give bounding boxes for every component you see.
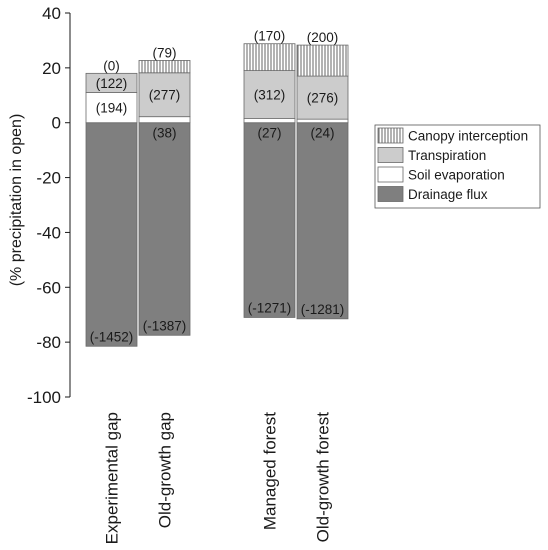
category-label: Experimental gap [103,412,122,544]
y-axis-title: (% precipitation in open) [8,114,25,287]
axes: 40 20 0 -20 -40 -60 -80 -100 (% precipitation in… [8,4,71,407]
y-tick-label: -20 [36,169,61,188]
bar-segment [296,44,349,77]
data-label: (-1281) [301,302,345,317]
data-label: (38) [152,126,176,141]
data-label: (312) [254,88,286,103]
data-label: (276) [307,91,339,106]
data-label: (0) [103,58,120,73]
y-tick-label: 0 [52,114,61,133]
bar-labels: (-1452) (194) (122) (0) (-1387) (38) (277) (79)… [90,29,345,345]
y-tick-label: 20 [42,59,61,78]
legend-label: Soil evaporation [408,168,505,183]
y-tick-label: -100 [27,388,61,407]
data-label: (200) [307,30,339,45]
legend-label: Drainage flux [408,187,488,202]
data-label: (122) [96,76,128,91]
y-tick-label: -80 [36,333,61,352]
category-label: Managed forest [261,412,280,530]
bar-segment [138,60,191,74]
data-label: (170) [254,29,286,44]
bar-segment [243,70,296,119]
legend-label: Canopy interception [408,129,528,144]
y-tick-label: 40 [42,4,61,23]
bar-segment [296,122,349,320]
legend-swatch [377,127,404,144]
bars [85,43,349,347]
legend-swatch [377,166,404,183]
bar-segment [85,92,138,124]
bar-segment [138,116,191,124]
data-label: (-1387) [143,318,187,333]
bar-segment [243,43,296,72]
bar-segment [296,75,349,120]
bar-segment [85,72,138,93]
bar-segment [243,118,296,124]
data-label: (-1452) [90,329,134,344]
data-label: (277) [149,88,181,103]
data-label: (-1271) [248,300,292,315]
bar-segment [138,122,191,336]
category-labels: Experimental gap Old-growth gap Managed fo… [103,412,333,545]
data-label: (194) [96,101,128,116]
legend: Canopy interception Transpiration Soil eva… [374,124,541,209]
data-label: (27) [257,126,281,141]
y-tick-label: -40 [36,223,61,242]
data-label: (24) [310,126,334,141]
legend-label: Transpiration [408,148,486,163]
data-label: (79) [152,45,176,60]
category-label: Old-growth gap [156,412,175,528]
legend-swatch [377,147,404,163]
legend-swatch [377,186,404,202]
category-label: Old-growth forest [314,412,333,543]
bar-segment [243,122,296,318]
bar-segment [85,122,138,347]
y-tick-label: -60 [36,278,61,297]
bar-segment [296,118,349,124]
